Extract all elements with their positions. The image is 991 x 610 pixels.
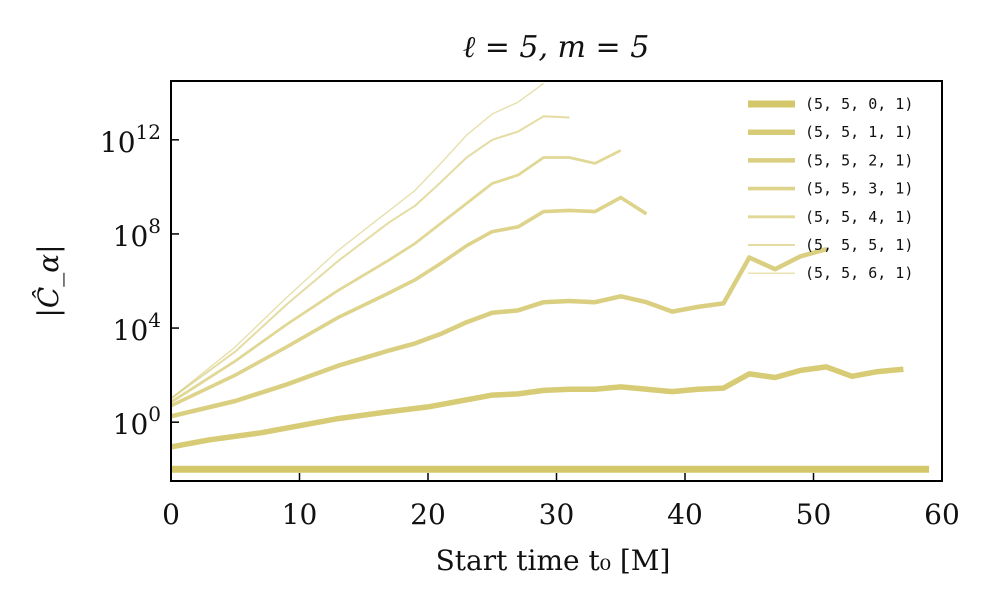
y-tick-label: 1012 <box>100 120 161 159</box>
chart-title: ℓ = 5, m = 5 <box>463 30 650 65</box>
series-line-3 <box>170 195 648 408</box>
series-line-4 <box>170 149 622 404</box>
legend-label-4: (5, 5, 4, 1) <box>805 208 913 226</box>
legend: (5, 5, 0, 1) (5, 5, 1, 1) (5, 5, 2, 1) (5, … <box>748 95 913 282</box>
y-tick-exponent: 8 <box>148 214 161 238</box>
series-layer <box>170 82 930 473</box>
y-tick-base: 10 <box>113 408 149 441</box>
y-tick-label: 104 <box>113 308 161 347</box>
x-tick-label: 10 <box>282 498 318 531</box>
y-tick-label: 108 <box>113 214 161 253</box>
x-tick-label: 40 <box>667 498 703 531</box>
x-axis-label: Start time t₀ [M] <box>436 544 671 577</box>
y-tick-exponent: 0 <box>148 402 161 426</box>
y-tick-base: 10 <box>113 314 149 347</box>
y-tick-exponent: 4 <box>148 308 161 332</box>
y-tick-label: 100 <box>113 402 161 441</box>
series-line-2 <box>170 247 827 419</box>
legend-label-1: (5, 5, 1, 1) <box>805 123 913 141</box>
legend-label-5: (5, 5, 5, 1) <box>805 236 913 254</box>
series-line-6 <box>170 82 545 400</box>
y-axis-label: |Ĉ_α| <box>31 244 65 317</box>
x-tick-label: 0 <box>162 498 180 531</box>
y-tick-base: 10 <box>113 220 149 253</box>
x-tick-label: 60 <box>924 498 960 531</box>
series-line-5 <box>170 115 570 400</box>
x-tick-label: 30 <box>539 498 575 531</box>
x-axis-ticks: 0 10 20 30 40 50 60 <box>162 473 960 531</box>
y-tick-base: 10 <box>100 126 136 159</box>
legend-label-3: (5, 5, 3, 1) <box>805 180 913 198</box>
y-tick-exponent: 12 <box>136 120 161 144</box>
x-tick-label: 20 <box>410 498 446 531</box>
x-tick-label: 50 <box>796 498 832 531</box>
legend-label-2: (5, 5, 2, 1) <box>805 151 913 169</box>
legend-label-6: (5, 5, 6, 1) <box>805 264 913 282</box>
legend-label-0: (5, 5, 0, 1) <box>805 95 913 113</box>
series-line-1 <box>170 364 904 450</box>
